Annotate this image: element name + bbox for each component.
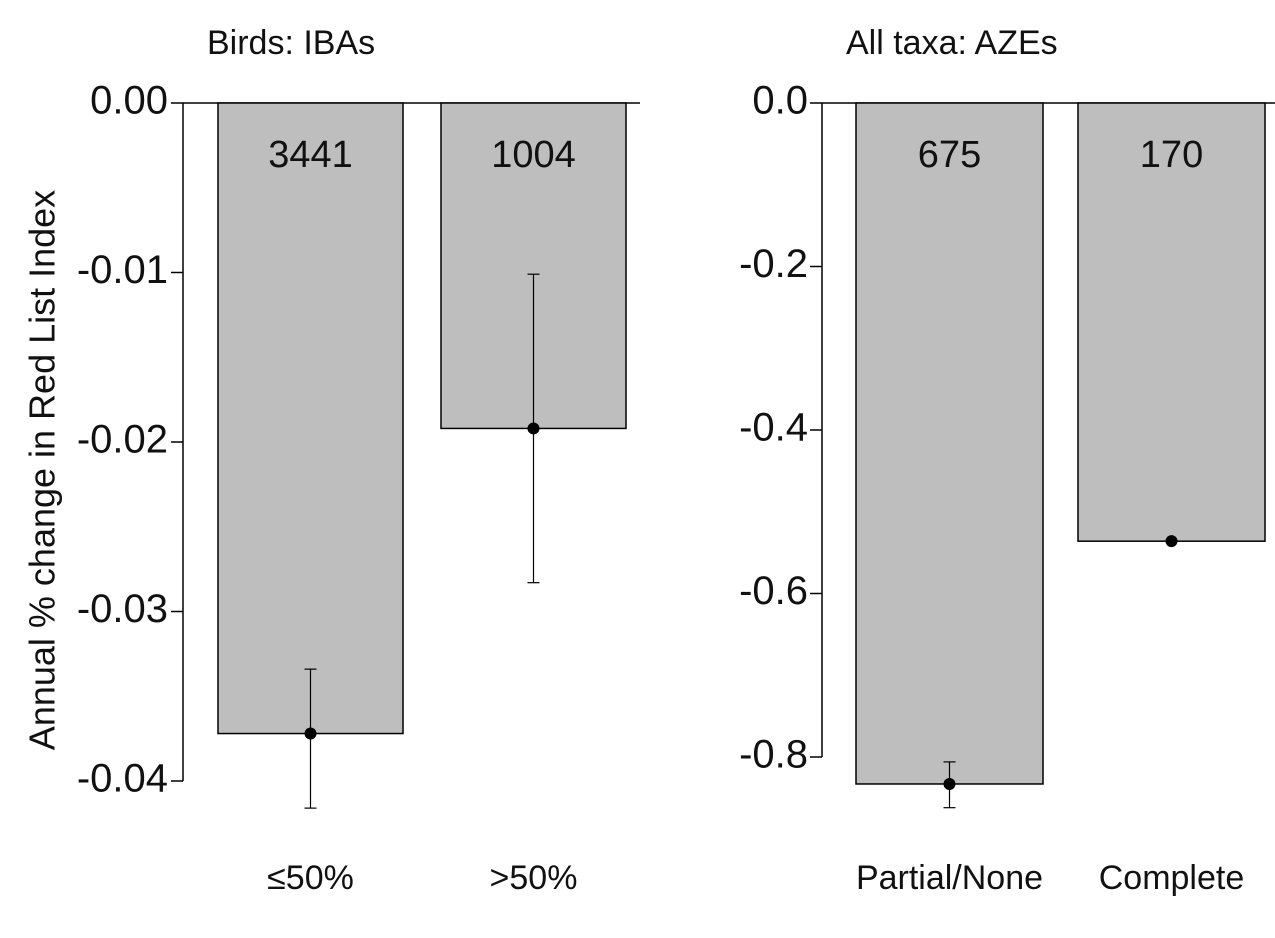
y-tick-label: -0.04 xyxy=(77,757,168,801)
y-tick-label: -0.01 xyxy=(77,248,168,292)
x-tick-label: Complete xyxy=(1099,859,1245,897)
bar-count-label: 1004 xyxy=(491,134,576,176)
x-tick-label: Partial/None xyxy=(856,859,1043,897)
bar xyxy=(1077,102,1266,542)
y-tick-label: -0.03 xyxy=(77,587,168,631)
mean-point xyxy=(943,777,956,790)
y-tick-label: -0.8 xyxy=(739,733,808,777)
bar xyxy=(217,102,404,735)
y-axis-label: Annual % change in Red List Index xyxy=(22,190,63,750)
y-tick-label: 0.00 xyxy=(90,79,168,123)
bar-count-label: 675 xyxy=(918,134,981,176)
y-tick-label: -0.2 xyxy=(739,242,808,286)
y-tick-label: 0.0 xyxy=(752,79,808,123)
bar-count-label: 3441 xyxy=(268,134,353,176)
x-tick-label: ≤50% xyxy=(267,859,354,897)
bar-count-label: 170 xyxy=(1140,134,1203,176)
panel-title: Birds: IBAs xyxy=(207,24,375,62)
x-tick-label: >50% xyxy=(490,859,578,897)
mean-point xyxy=(527,422,540,435)
y-tick-label: -0.02 xyxy=(77,418,168,462)
mean-point xyxy=(1165,535,1178,548)
y-tick-label: -0.6 xyxy=(739,569,808,613)
y-tick-label: -0.4 xyxy=(739,406,808,450)
panel-title: All taxa: AZEs xyxy=(846,24,1058,62)
bar xyxy=(855,102,1044,785)
mean-point xyxy=(304,727,317,740)
